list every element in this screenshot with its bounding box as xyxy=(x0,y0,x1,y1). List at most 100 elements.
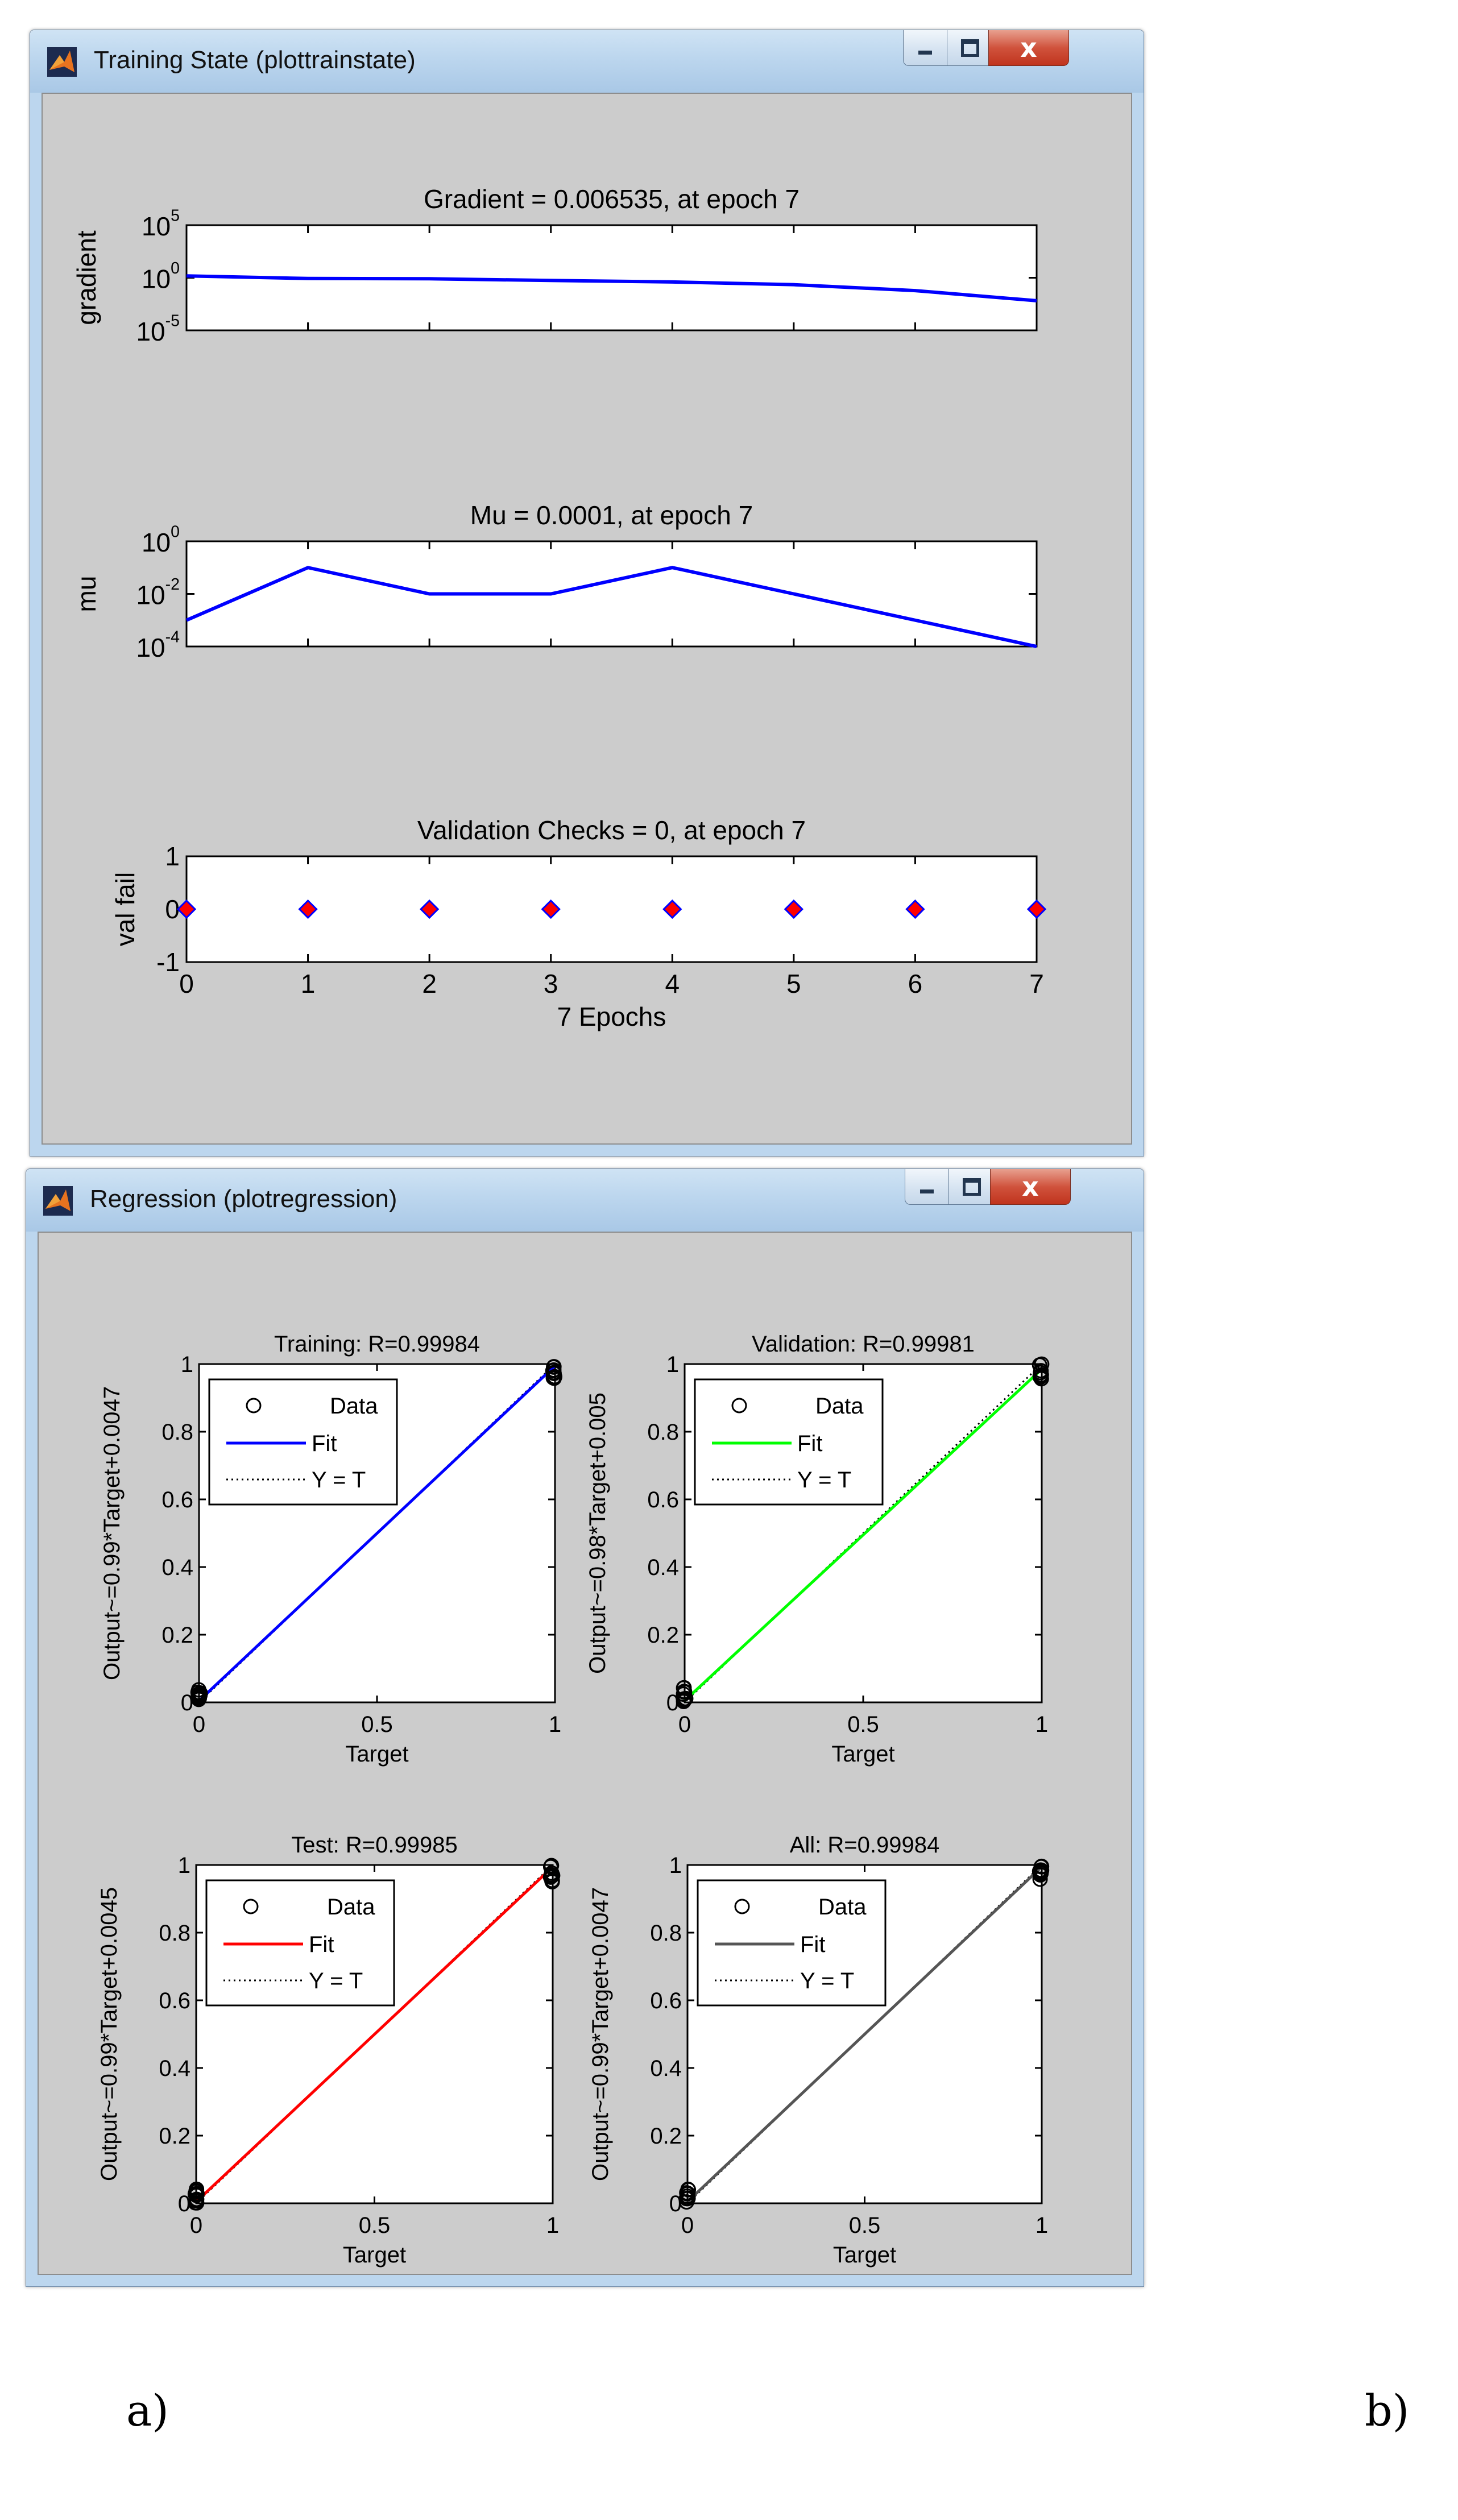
series-line-gradient xyxy=(186,274,1037,302)
minimize-button[interactable] xyxy=(903,30,947,66)
y-tick-label: 0.6 xyxy=(161,1487,193,1512)
y-axis-label: Output~=0.99*Target+0.0047 xyxy=(588,1887,613,2181)
close-icon: x xyxy=(1022,1171,1039,1202)
y-axis-label: mu xyxy=(72,576,101,612)
regression-window: Regression (plotregression) x Training: … xyxy=(26,1168,1144,2287)
data-point xyxy=(784,899,803,919)
maximize-button[interactable] xyxy=(947,30,989,66)
x-axis-label: Target xyxy=(833,2243,896,2268)
minimize-button[interactable] xyxy=(905,1169,949,1205)
x-axis-label: Target xyxy=(831,1742,894,1767)
y-tick-label-base: 10 xyxy=(142,528,171,557)
training-state-plots: Gradient = 0.006535, at epoch 7 gradient 1… xyxy=(72,184,1047,1031)
x-tick-label: 0.5 xyxy=(847,1712,879,1737)
y-tick-label: 1 xyxy=(669,1853,682,1878)
fit-line xyxy=(198,1365,556,1702)
x-tick-label: 1 xyxy=(546,2213,559,2238)
maximize-button[interactable] xyxy=(948,1169,991,1205)
data-point xyxy=(676,1691,692,1707)
y-tick-label: 0 xyxy=(178,2191,190,2216)
training-state-window: Training State (plottrainstate) x Gradie… xyxy=(30,30,1144,1157)
regression-axes-4: All: R=0.99984 Output~=0.99*Target+0.0047… xyxy=(588,1833,1050,2268)
x-tick-label: 0 xyxy=(190,2213,202,2238)
x-tick-label: 0.5 xyxy=(359,2213,391,2238)
data-point xyxy=(420,899,440,919)
y-tick-label: 0.4 xyxy=(650,2056,682,2081)
y-tick-label: 0.8 xyxy=(650,1921,682,1946)
y-tick-label-exponent: -5 xyxy=(165,312,180,330)
data-point xyxy=(545,1867,561,1883)
frame-right xyxy=(1132,93,1144,1156)
data-point xyxy=(544,1873,560,1889)
chart-title: Mu = 0.0001, at epoch 7 xyxy=(470,500,753,530)
close-button[interactable]: x xyxy=(988,30,1069,66)
legend-data-marker xyxy=(246,1398,262,1414)
y-tick-label: 10-2 xyxy=(136,575,180,610)
y-tick-label-base: 10 xyxy=(136,581,165,610)
y-tick-label: 0.6 xyxy=(647,1487,679,1512)
y-axis-label: Output~=0.99*Target+0.0045 xyxy=(97,1887,122,2181)
legend: Data Fit Y = T xyxy=(205,1879,395,2007)
y-tick-label-base: 10 xyxy=(142,212,171,241)
x-tick-label: 5 xyxy=(786,969,801,998)
y-tick-label: 0.4 xyxy=(159,2056,190,2081)
chart-title: All: R=0.99984 xyxy=(790,1833,940,1858)
data-point xyxy=(541,899,561,919)
x-tick-label: 0 xyxy=(193,1712,205,1737)
legend-label: Data xyxy=(327,1895,375,1920)
y-tick-label-base: 10 xyxy=(142,264,171,294)
chart-title: Test: R=0.99985 xyxy=(291,1833,457,1858)
y-tick-label: 0.2 xyxy=(650,2124,682,2149)
y-tick-label: 0.8 xyxy=(161,1420,193,1445)
axes-validation-checks: Validation Checks = 0, at epoch 7 val fai… xyxy=(110,815,1047,1031)
chart-title: Training: R=0.99984 xyxy=(274,1332,480,1357)
y-tick-label: -1 xyxy=(156,947,180,977)
fit-line xyxy=(684,1368,1043,1702)
window-title: Regression (plotregression) xyxy=(90,1185,397,1213)
data-point xyxy=(680,2181,696,2197)
x-tick-label: 1 xyxy=(549,1712,561,1737)
x-tick-label: 1 xyxy=(301,969,316,998)
chart-title: Validation Checks = 0, at epoch 7 xyxy=(417,815,806,845)
legend-label: Fit xyxy=(309,1932,334,1957)
x-tick-label: 1 xyxy=(1035,1712,1048,1737)
data-point xyxy=(546,1370,562,1386)
regression-axes-3: Test: R=0.99985 Output~=0.99*Target+0.004… xyxy=(97,1833,561,2268)
y-tick-label-exponent: 5 xyxy=(171,207,180,225)
y-tick-label: 0 xyxy=(669,2191,682,2216)
title-bar[interactable]: Training State (plottrainstate) x xyxy=(30,30,1144,93)
regression-plots: Training: R=0.99984 Output~=0.99*Target+0… xyxy=(97,1332,1050,2268)
legend-label: Y = T xyxy=(312,1468,366,1493)
data-point xyxy=(298,899,318,919)
x-tick-label: 6 xyxy=(908,969,923,998)
close-button[interactable]: x xyxy=(990,1169,1071,1205)
chart-title: Gradient = 0.006535, at epoch 7 xyxy=(424,184,800,214)
x-axis-label: 7 Epochs xyxy=(557,1002,666,1031)
title-bar[interactable]: Regression (plotregression) x xyxy=(26,1169,1144,1232)
legend-label: Fit xyxy=(797,1431,822,1456)
legend-data-marker xyxy=(243,1899,259,1914)
y-axis-label: Output~=0.99*Target+0.0047 xyxy=(100,1386,125,1680)
x-tick-label: 1 xyxy=(1035,2213,1048,2238)
y-tick-label: 0.2 xyxy=(159,2124,190,2149)
subfigure-label-b: b) xyxy=(1365,2385,1410,2436)
y-tick-label: 0 xyxy=(666,1690,679,1715)
y-tick-label: 0.8 xyxy=(647,1420,679,1445)
y-tick-label-exponent: 0 xyxy=(171,259,180,277)
y-tick-label-exponent: -2 xyxy=(165,575,180,594)
y-tick-label: 100 xyxy=(142,523,180,557)
data-point xyxy=(1026,899,1047,919)
legend-label: Fit xyxy=(800,1932,825,1957)
data-point xyxy=(546,1359,562,1375)
matlab-figure-icon xyxy=(47,47,77,77)
data-point xyxy=(1032,1871,1048,1887)
subfigure-label-a: a) xyxy=(126,2385,169,2436)
legend-label: Y = T xyxy=(797,1468,851,1493)
y-tick-label-exponent: -4 xyxy=(165,628,180,646)
data-point xyxy=(190,1684,206,1700)
legend: Data Fit Y = T xyxy=(208,1378,398,1506)
data-point xyxy=(176,899,197,919)
legend: Data Fit Y = T xyxy=(697,1879,887,2007)
y-tick-label: 0.6 xyxy=(650,1988,682,2013)
